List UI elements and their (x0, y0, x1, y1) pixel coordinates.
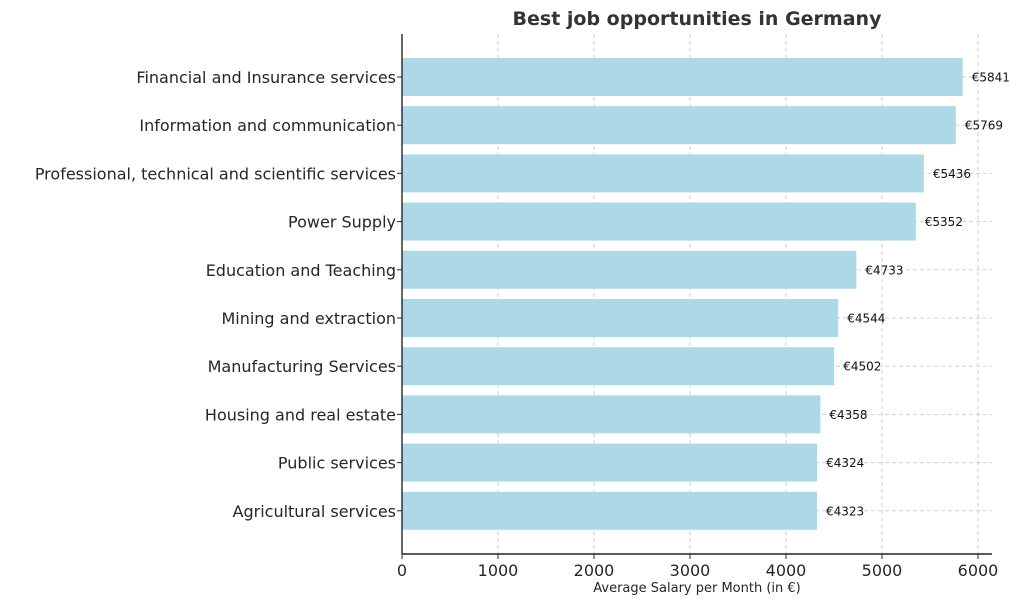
x-axis-label: Average Salary per Month (in €) (593, 581, 801, 596)
value-label: €4323 (826, 504, 864, 518)
value-label: €4324 (826, 456, 864, 470)
value-label: €5352 (925, 215, 963, 229)
value-label: €5769 (965, 119, 1003, 133)
category-labels: Financial and Insurance services Informat… (35, 68, 402, 521)
value-label: €4358 (829, 408, 867, 422)
bar (402, 491, 818, 530)
category-label: Information and communication (139, 116, 396, 135)
x-tick-label: 5000 (862, 561, 903, 580)
x-axis-ticks: 0 1000 2000 3000 4000 5000 6000 (397, 554, 998, 580)
category-label: Housing and real estate (205, 405, 396, 424)
chart-title: Best job opportunities in Germany (513, 8, 883, 30)
x-tick-label: 6000 (958, 561, 999, 580)
bar (402, 443, 818, 482)
bars (402, 58, 963, 530)
category-label: Manufacturing Services (208, 357, 396, 376)
category-label: Mining and extraction (221, 309, 396, 328)
value-label: €5436 (933, 167, 971, 181)
bar (402, 154, 924, 193)
category-label: Professional, technical and scientific s… (35, 164, 396, 183)
value-label: €4733 (865, 263, 903, 277)
category-label: Power Supply (288, 213, 396, 232)
x-tick-label: 1000 (478, 561, 519, 580)
category-label: Agricultural services (233, 502, 396, 521)
value-label: €4544 (847, 312, 885, 326)
category-label: Public services (278, 454, 396, 473)
bar (402, 299, 839, 337)
x-tick-label: 0 (397, 561, 407, 580)
category-label: Financial and Insurance services (136, 68, 396, 87)
value-label: €5841 (972, 71, 1010, 85)
value-label: €4502 (843, 360, 881, 374)
bar (402, 58, 963, 96)
x-tick-label: 3000 (670, 561, 711, 580)
x-tick-label: 2000 (574, 561, 615, 580)
bar (402, 250, 857, 289)
bar (402, 347, 835, 386)
bar (402, 106, 956, 145)
category-label: Education and Teaching (206, 261, 396, 280)
x-tick-label: 4000 (766, 561, 807, 580)
value-labels: €5841 €5769 €5436 €5352 €4733 €4544 €4502 €4358… (826, 71, 1010, 519)
bar (402, 395, 821, 434)
bar (402, 202, 916, 241)
